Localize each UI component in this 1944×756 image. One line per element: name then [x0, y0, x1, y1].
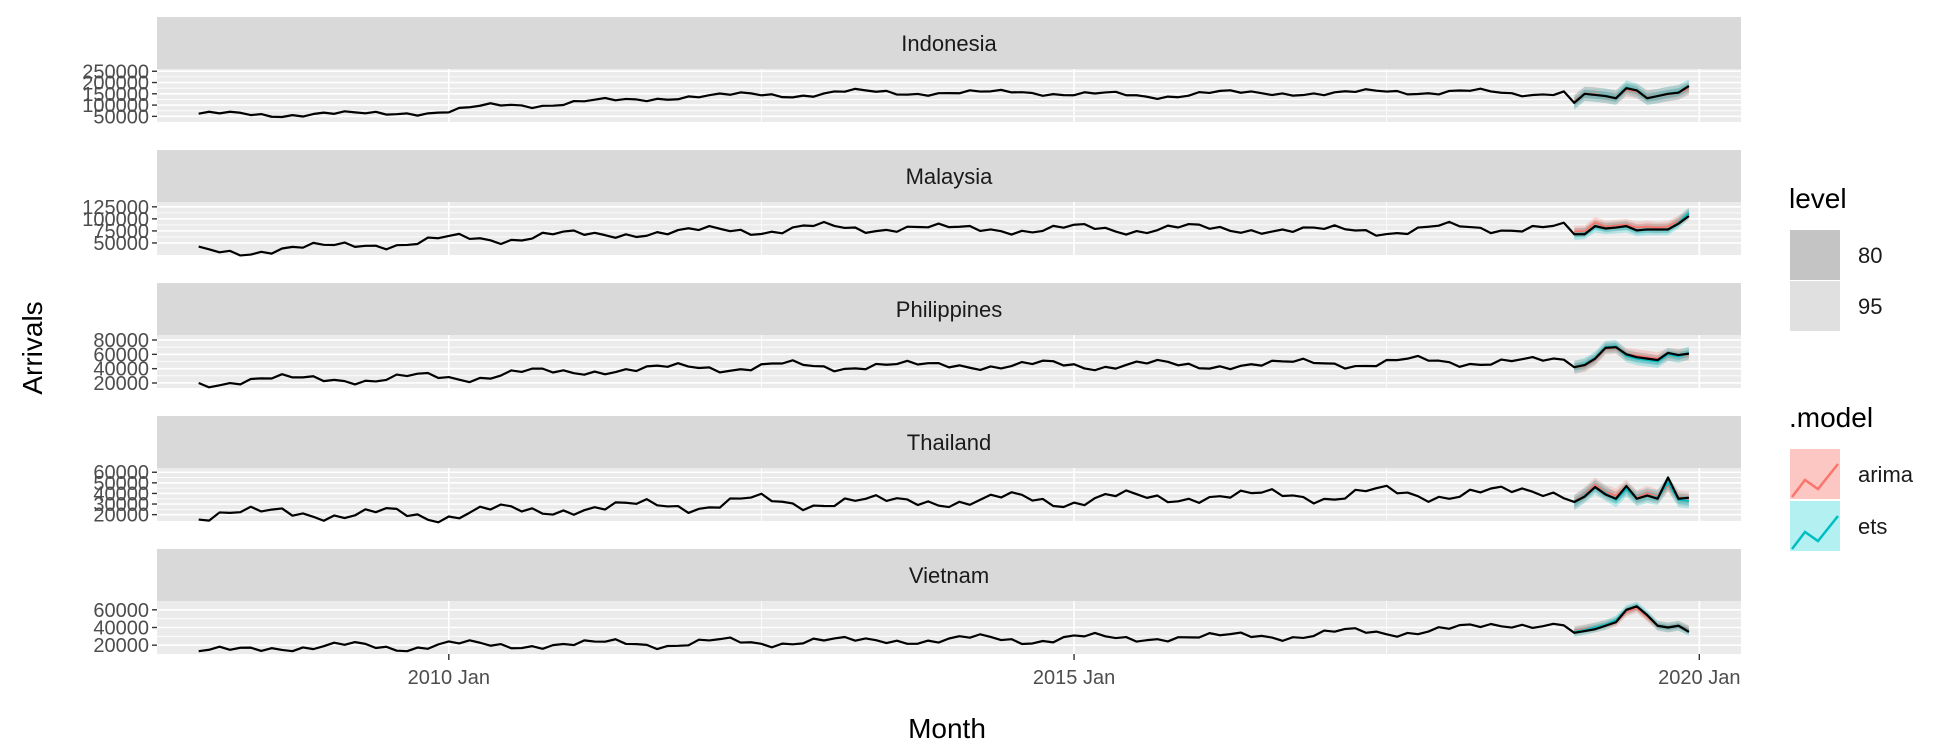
- y-tick-label: 20000: [93, 373, 149, 395]
- facet-strip-label: Thailand: [907, 430, 991, 455]
- y-tick-label: 30000: [93, 494, 149, 516]
- ets-95-band: [1574, 601, 1689, 637]
- legend-model-arima-label: arima: [1858, 462, 1914, 487]
- legend-model: .model arima ets: [1789, 402, 1914, 551]
- ets-80-band: [1574, 209, 1689, 238]
- legend-level: level 80 95: [1789, 183, 1882, 331]
- facet-strip: [157, 416, 1741, 468]
- facet-strip: [157, 283, 1741, 335]
- y-tick-label: 50000: [93, 473, 149, 495]
- observed-line: [198, 346, 1690, 389]
- facet-strip: [157, 549, 1741, 601]
- arima-95-band: [1574, 80, 1689, 109]
- y-tick-label: 150000: [82, 84, 149, 106]
- facet-strip: [157, 150, 1741, 202]
- y-tick-label: 20000: [93, 635, 149, 657]
- arima-forecast-line: [1574, 213, 1690, 233]
- y-tick-label: 60000: [93, 344, 149, 366]
- facet-strip-label: Indonesia: [901, 31, 997, 56]
- y-tick-label: 40000: [93, 618, 149, 640]
- y-tick-label: 250000: [82, 61, 149, 83]
- observed-line: [198, 215, 1690, 257]
- y-tick-label: 75000: [93, 221, 149, 243]
- y-tick-label: 100000: [82, 209, 149, 231]
- y-tick-label: 50000: [93, 233, 149, 255]
- ets-95-band: [1574, 79, 1689, 111]
- facet-strip-label: Philippines: [896, 297, 1002, 322]
- y-tick-label: 60000: [93, 600, 149, 622]
- legend-level-95-label: 95: [1858, 294, 1882, 319]
- legend-model-ets-line-icon: [1791, 515, 1839, 550]
- y-tick-label: 60000: [93, 462, 149, 484]
- y-tick-label: 50000: [93, 106, 149, 128]
- legend-level-80-label: 80: [1858, 243, 1882, 268]
- facet-strip: [157, 17, 1741, 69]
- ets-95-band: [1574, 207, 1689, 241]
- legend-model-arima-line-icon: [1791, 463, 1839, 498]
- y-tick-label: 125000: [82, 197, 149, 219]
- y-tick-label: 40000: [93, 483, 149, 505]
- y-tick-label: 40000: [93, 359, 149, 381]
- facet-strip-label: Malaysia: [906, 164, 994, 189]
- y-tick-label: 200000: [82, 73, 149, 95]
- legend-level-95-swatch: [1790, 281, 1840, 331]
- legend-level-80-swatch: [1790, 230, 1840, 280]
- facet-strip-label: Vietnam: [909, 563, 989, 588]
- x-axis-title: Month: [908, 713, 986, 744]
- x-tick-label: 2015 Jan: [1033, 667, 1115, 689]
- panel-background: [157, 69, 1741, 122]
- y-tick-label: 20000: [93, 505, 149, 527]
- x-tick-label: 2010 Jan: [408, 667, 490, 689]
- observed-line: [198, 605, 1690, 653]
- legend-model-title: .model: [1789, 402, 1873, 433]
- x-tick-label: 2020 Jan: [1658, 667, 1740, 689]
- y-tick-label: 100000: [82, 95, 149, 117]
- observed-line: [198, 476, 1690, 524]
- legend-model-ets-label: ets: [1858, 514, 1887, 539]
- y-axis-title: Arrivals: [17, 301, 48, 394]
- legend-level-title: level: [1789, 183, 1847, 214]
- panel-background: [157, 468, 1741, 521]
- y-tick-label: 80000: [93, 330, 149, 352]
- observed-line: [198, 84, 1690, 119]
- facet-panels: Indonesia50000100000150000200000250000Ma…: [82, 17, 1741, 689]
